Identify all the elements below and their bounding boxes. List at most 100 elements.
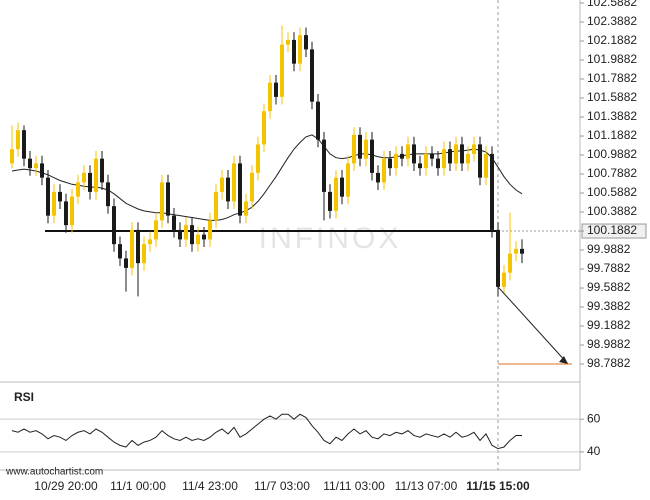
x-tick-label: 11/15 15:00 <box>466 479 530 493</box>
candle-body <box>226 177 230 202</box>
candle-body <box>148 239 152 245</box>
y-tick-label: 98.7882 <box>587 356 631 370</box>
candle-body <box>370 139 374 173</box>
y-tick-label: 99.3882 <box>587 299 631 313</box>
candle-body <box>520 248 524 254</box>
candle-body <box>478 144 482 178</box>
candle-body <box>100 158 104 183</box>
candle-body <box>196 234 200 245</box>
candle-body <box>502 272 506 287</box>
candle-body <box>256 144 260 173</box>
projection-arrow <box>497 286 569 365</box>
candle-body <box>58 191 62 202</box>
candle-body <box>94 158 98 192</box>
candle-body <box>76 182 80 197</box>
candle-body <box>466 153 470 164</box>
candle-body <box>322 139 326 192</box>
candle-body <box>136 229 140 264</box>
candle-body <box>232 163 236 202</box>
candle-body <box>376 172 380 183</box>
y-tick-label: 101.1882 <box>587 128 637 142</box>
candle-body <box>460 144 464 164</box>
candle-body <box>28 158 32 169</box>
y-tick-label: 40 <box>587 444 601 458</box>
candle-body <box>178 229 182 240</box>
candle-body <box>298 35 302 64</box>
candle-body <box>364 139 368 159</box>
candle-body <box>154 220 158 240</box>
candle-body <box>430 153 434 159</box>
y-tick-label: 101.5882 <box>587 90 637 104</box>
y-tick-label: 99.5882 <box>587 280 631 294</box>
candle-body <box>220 177 224 192</box>
rsi-title: RSI <box>14 390 34 404</box>
candle-body <box>52 191 56 216</box>
candle-body <box>106 182 110 207</box>
candle-body <box>334 177 338 211</box>
candle-body <box>250 172 254 202</box>
y-tick-label: 99.7882 <box>587 261 631 275</box>
candle-body <box>124 258 128 268</box>
candle-body <box>172 215 176 230</box>
candle-body <box>238 163 242 216</box>
candle-body <box>142 244 146 264</box>
candle-body <box>412 144 416 164</box>
candle-body <box>166 182 170 216</box>
candle-body <box>64 201 68 226</box>
candle-body <box>214 191 218 221</box>
candle-body <box>514 248 518 254</box>
y-tick-label: 99.9882 <box>587 242 631 256</box>
y-tick-label: 100.5882 <box>587 185 637 199</box>
y-tick-label: 101.3882 <box>587 109 637 123</box>
y-tick-label: 101.7882 <box>587 71 637 85</box>
y-tick-label: 100.9882 <box>587 147 637 161</box>
candle-body <box>490 153 494 230</box>
candle-body <box>442 149 446 169</box>
candle-body <box>508 253 512 273</box>
candle-body <box>286 39 290 45</box>
candle-body <box>112 206 116 245</box>
candle-body <box>436 158 440 169</box>
candle-body <box>22 130 26 159</box>
y-tick-label: 102.5882 <box>587 0 637 9</box>
candle-body <box>202 234 206 240</box>
candle-body <box>208 220 212 240</box>
rsi-line <box>11 413 522 450</box>
candle-body <box>316 101 320 140</box>
y-tick-label: 100.1882 <box>587 223 637 237</box>
x-tick-label: 11/4 23:00 <box>182 479 238 493</box>
candle-body <box>304 35 308 50</box>
y-tick-label: 101.9882 <box>587 52 637 66</box>
candle-body <box>340 177 344 197</box>
candle-body <box>10 149 14 164</box>
candle-body <box>88 172 92 192</box>
candle-body <box>388 158 392 169</box>
candle-body <box>346 163 350 197</box>
source: www.autochartist.com <box>5 467 103 478</box>
candle-body <box>484 153 488 178</box>
arrow-head <box>559 356 568 365</box>
candle-body <box>280 44 284 97</box>
x-tick-label: 11/7 03:00 <box>254 479 310 493</box>
candle-body <box>472 144 476 154</box>
y-tick-label: 100.7882 <box>587 166 637 180</box>
candle-body <box>352 134 356 164</box>
y-tick-label: 60 <box>587 411 601 425</box>
candle-body <box>382 158 386 183</box>
candle-body <box>268 82 272 112</box>
candle-body <box>328 191 332 211</box>
x-tick-label: 11/13 07:00 <box>395 479 458 493</box>
candle-body <box>34 163 38 169</box>
watermark: INFINOX <box>259 222 402 255</box>
candle-body <box>40 163 44 178</box>
candle-body <box>16 130 20 150</box>
x-tick-label: 11/11 03:00 <box>323 479 385 493</box>
candle-body <box>160 182 164 221</box>
candle-body <box>184 225 188 240</box>
candle-body <box>418 163 422 169</box>
candle-body <box>118 244 122 259</box>
y-tick-label: 102.1882 <box>587 33 637 47</box>
candle-body <box>358 134 362 159</box>
